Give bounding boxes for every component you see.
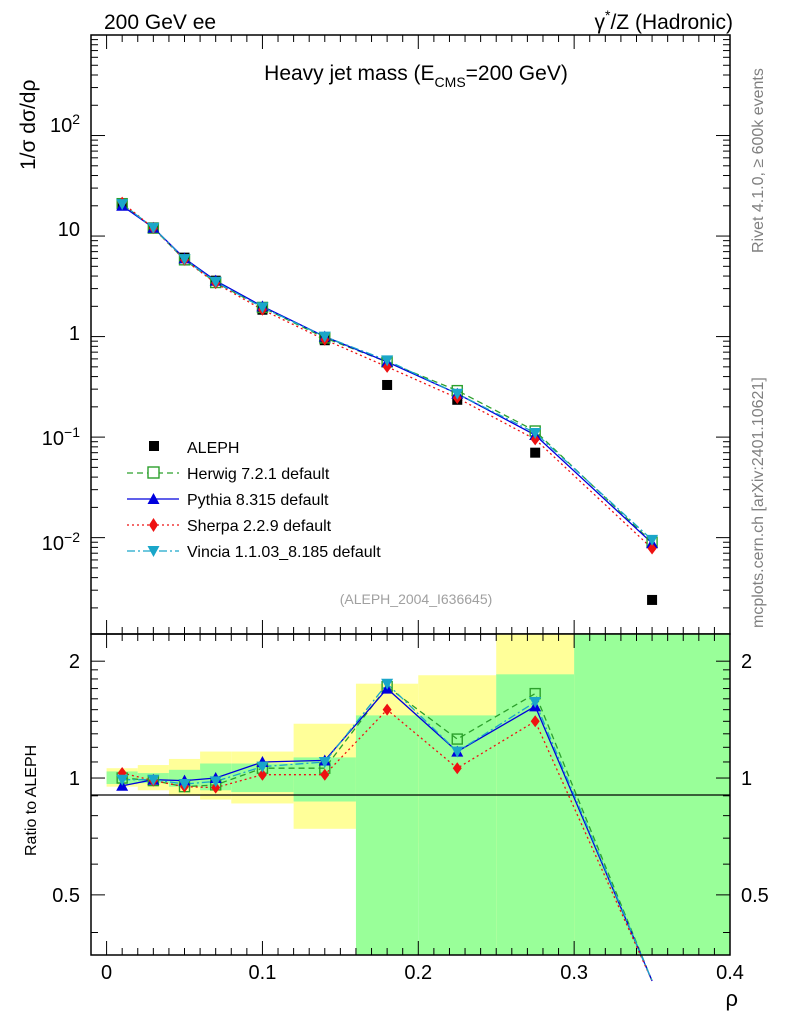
main-point-aleph-9 (647, 594, 658, 605)
main-point-vincia-4 (256, 302, 269, 314)
main-point-vincia-0 (116, 199, 129, 211)
ratio-point-vincia-4 (256, 761, 269, 773)
ratio-panel-tick-labels: 0.5 0.5 1 1 2 2 0 0.1 0.2 0.3 0.4 (52, 651, 769, 984)
ratio-ytick-label-right-2: 2 (741, 651, 752, 673)
legend-entry-herwig: Herwig 7.2.1 default (127, 466, 330, 483)
ytick-label-0.01: 10−2 (42, 529, 80, 555)
ratio-ytick-label-right-1: 1 (741, 768, 752, 790)
ratio-point-vincia-0 (116, 774, 129, 786)
ratio-panel-markers (116, 678, 542, 794)
legend-entry-vincia: Vincia 1.1.03_8.185 default (127, 544, 381, 561)
legend-marker-vincia (147, 546, 160, 557)
ratio-point-vincia-2 (178, 779, 191, 791)
ratio-panel-series (122, 682, 653, 982)
legend-marker-sherpa (149, 518, 158, 532)
xtick-label-0.4: 0.4 (716, 962, 744, 984)
rivet-label: Rivet 4.1.0, ≥ 600k events (750, 68, 767, 253)
main-point-vincia-7 (451, 388, 464, 400)
legend-entry-pythia: Pythia 8.315 default (127, 492, 329, 509)
main-watermark: (ALEPH_2004_I636645) (340, 591, 493, 607)
header-right: γ*/Z (Hadronic) (595, 7, 733, 34)
ratio-ytick-label-2: 2 (69, 651, 80, 673)
legend-entry-aleph: ALEPH (149, 440, 239, 457)
main-ylabel: 1/σ dσ/dρ (17, 80, 40, 170)
main-point-vincia-8 (529, 427, 542, 439)
ratio-panel-ticks (91, 634, 731, 955)
xtick-label-0: 0 (101, 962, 112, 984)
ratio-point-sherpa-6 (382, 703, 392, 716)
legend-marker-aleph (149, 441, 159, 451)
main-point-vincia-6 (381, 355, 394, 367)
ytick-label-100: 102 (50, 111, 80, 137)
legend: ALEPH Herwig 7.2.1 default Pythia 8.315 … (127, 440, 381, 561)
main-point-vincia-9 (646, 534, 659, 546)
xtick-label-0.3: 0.3 (560, 962, 588, 984)
ratio-ylabel: Ratio to ALEPH (23, 745, 40, 856)
xaxis-label: ρ (725, 986, 738, 1011)
main-line-sherpa (121, 202, 653, 549)
main-point-aleph-8 (530, 447, 541, 458)
ratio-point-herwig-7 (451, 733, 463, 745)
main-panel-ticks (91, 35, 731, 634)
main-point-aleph-6 (382, 379, 393, 390)
main-title: Heavy jet mass (ECMS=200 GeV) (264, 62, 568, 90)
ratio-band-green-6 (355, 715, 419, 955)
main-point-vincia-5 (318, 331, 331, 343)
ratio-point-sherpa-3 (211, 781, 221, 794)
ratio-point-vincia-8 (529, 696, 542, 708)
legend-label-herwig: Herwig 7.2.1 default (187, 466, 330, 483)
ytick-label-10: 10 (58, 219, 80, 241)
ratio-ytick-label-right-0.5: 0.5 (741, 885, 769, 907)
legend-entry-sherpa: Sherpa 2.2.9 default (127, 518, 332, 535)
ratio-point-vincia-1 (147, 774, 160, 786)
ytick-label-0.1: 10−1 (42, 424, 80, 450)
legend-label-pythia: Pythia 8.315 default (187, 492, 329, 509)
ratio-point-vincia-3 (209, 776, 222, 788)
ratio-point-sherpa-8 (530, 715, 540, 728)
legend-marker-pythia (147, 493, 160, 504)
main-point-sherpa-6 (382, 360, 392, 373)
ratio-point-sherpa-7 (452, 762, 462, 775)
ratio-point-vincia-7 (451, 746, 464, 758)
legend-label-sherpa: Sherpa 2.2.9 default (187, 518, 332, 535)
main-point-vincia-2 (178, 254, 191, 266)
ratio-line-herwig (122, 685, 653, 982)
legend-label-aleph: ALEPH (187, 440, 239, 457)
main-point-vincia-1 (147, 222, 160, 234)
mcplots-label: mcplots.cern.ch [arXiv:2401.10621] (750, 377, 767, 628)
main-panel-series (121, 202, 653, 549)
xtick-label-0.2: 0.2 (404, 962, 432, 984)
ratio-ytick-label-0.5: 0.5 (52, 885, 80, 907)
ratio-point-sherpa-4 (257, 768, 267, 781)
ratio-panel-bands (106, 634, 730, 955)
main-line-vincia (121, 203, 653, 541)
ratio-ytick-label-1: 1 (69, 768, 80, 790)
header-left: 200 GeV ee (104, 11, 216, 34)
xtick-label-0.1: 0.1 (249, 962, 277, 984)
ratio-point-sherpa-5 (320, 768, 330, 781)
ratio-point-vincia-5 (318, 756, 331, 768)
legend-marker-herwig (147, 466, 160, 479)
main-point-vincia-3 (209, 276, 222, 288)
ratio-line-pythia (122, 687, 653, 982)
ratio-point-vincia-6 (381, 678, 394, 690)
ytick-label-1: 1 (69, 323, 80, 345)
ratio-panel-frame (90, 633, 731, 956)
legend-label-vincia: Vincia 1.1.03_8.185 default (187, 544, 381, 561)
main-point-sherpa-8 (530, 433, 540, 446)
ratio-line-vincia (122, 682, 653, 982)
main-point-sherpa-9 (647, 542, 657, 555)
main-panel-markers (116, 196, 659, 605)
